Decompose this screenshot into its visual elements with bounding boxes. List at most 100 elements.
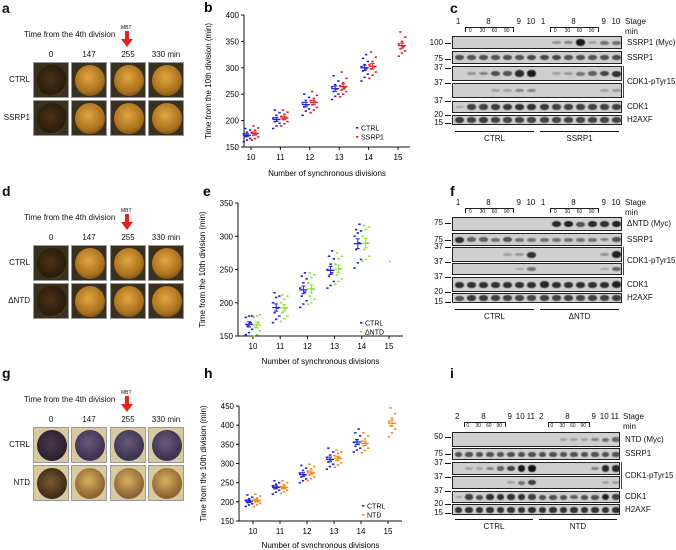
band xyxy=(454,506,462,513)
band xyxy=(527,237,537,242)
data-point xyxy=(404,50,407,52)
data-point xyxy=(365,53,368,56)
data-point xyxy=(402,45,405,48)
embryo xyxy=(114,468,144,499)
band xyxy=(454,117,464,123)
data-point xyxy=(365,68,368,70)
row-label: CDK1-pTyr15 xyxy=(627,256,676,265)
y-tick-label: 150 xyxy=(221,517,235,526)
row-label: NTD xyxy=(13,478,30,487)
band xyxy=(612,40,621,45)
band xyxy=(549,451,557,457)
mw-marker-tick xyxy=(445,115,451,116)
blot-strip xyxy=(452,36,622,49)
legend-marker xyxy=(362,505,365,507)
band xyxy=(600,221,610,227)
data-point xyxy=(283,113,286,116)
row-label: CTRL xyxy=(9,440,30,449)
data-point xyxy=(305,278,308,280)
min-label: 60 xyxy=(491,28,498,34)
group-label: CTRL xyxy=(484,312,505,321)
band xyxy=(563,295,573,301)
embryo xyxy=(75,430,105,461)
data-point xyxy=(360,440,363,443)
y-tick-label: 150 xyxy=(226,143,240,152)
data-point xyxy=(307,96,311,99)
band xyxy=(466,117,476,123)
time-point-label: 0 xyxy=(48,233,54,242)
band xyxy=(591,437,599,442)
band xyxy=(496,451,504,457)
band xyxy=(570,494,578,500)
band xyxy=(454,281,464,288)
band xyxy=(559,438,567,441)
panel-label: b xyxy=(204,0,213,15)
mw-marker-label: 37 xyxy=(434,272,443,281)
embryo-image xyxy=(110,62,146,98)
embryo xyxy=(37,286,67,317)
band xyxy=(551,41,561,44)
band xyxy=(551,281,561,288)
embryo xyxy=(114,65,144,96)
band xyxy=(503,237,513,242)
band xyxy=(551,117,561,123)
embryo-image xyxy=(71,62,107,98)
mbt-label: MBT xyxy=(121,390,132,396)
data-point xyxy=(397,43,400,45)
x-tick-label: 12 xyxy=(305,153,314,162)
stage-label: 10 xyxy=(526,17,536,26)
legend-label: ΔNTD xyxy=(365,330,384,337)
band xyxy=(465,494,473,500)
data-point xyxy=(357,428,360,430)
band xyxy=(503,89,513,92)
data-point xyxy=(312,109,315,111)
data-point xyxy=(331,272,334,274)
embryo-image xyxy=(148,465,184,501)
band xyxy=(588,55,598,60)
scatter-chart: e 150 200 250 300 350 10 11 12 13 14 15 Number of sy… xyxy=(198,183,403,366)
data-point xyxy=(355,228,358,231)
band xyxy=(539,295,549,301)
min-label: 0 xyxy=(553,209,557,215)
y-axis-label: Time from the 10th division (min) xyxy=(204,23,213,140)
embryo xyxy=(152,468,182,499)
embryo xyxy=(37,468,67,499)
band xyxy=(612,237,621,242)
band xyxy=(575,71,586,76)
legend-label: CTRL xyxy=(361,126,379,133)
min-word: min xyxy=(623,422,636,431)
stage-label: 11 xyxy=(610,412,619,421)
band xyxy=(507,451,515,457)
row-label: CDK1-pTyr15 xyxy=(627,77,676,86)
data-point xyxy=(367,435,370,437)
band xyxy=(454,236,464,243)
band xyxy=(490,295,501,301)
band xyxy=(515,253,525,256)
band xyxy=(575,237,586,242)
arrow-shape xyxy=(121,214,133,230)
blot-strip xyxy=(452,504,620,515)
data-point xyxy=(390,417,394,420)
min-label: 90 xyxy=(496,423,503,429)
data-point xyxy=(358,242,361,244)
band xyxy=(490,237,501,242)
time-point-label: 147 xyxy=(82,50,96,59)
data-point xyxy=(255,497,259,499)
data-point xyxy=(305,299,308,302)
mw-marker-tick xyxy=(445,123,451,124)
data-point xyxy=(308,272,311,274)
band xyxy=(612,465,619,472)
data-point xyxy=(304,110,307,112)
mw-marker-label: 75 xyxy=(434,218,443,227)
mw-marker-tick xyxy=(445,262,451,263)
timeline-title: Time from the 4th division xyxy=(24,395,116,404)
data-point xyxy=(394,428,397,430)
band xyxy=(454,495,462,499)
data-point xyxy=(282,491,286,493)
band xyxy=(496,506,504,513)
data-point xyxy=(374,71,377,73)
band xyxy=(503,104,513,110)
band xyxy=(454,55,464,60)
mw-marker-tick xyxy=(445,302,451,303)
data-point xyxy=(274,491,278,494)
